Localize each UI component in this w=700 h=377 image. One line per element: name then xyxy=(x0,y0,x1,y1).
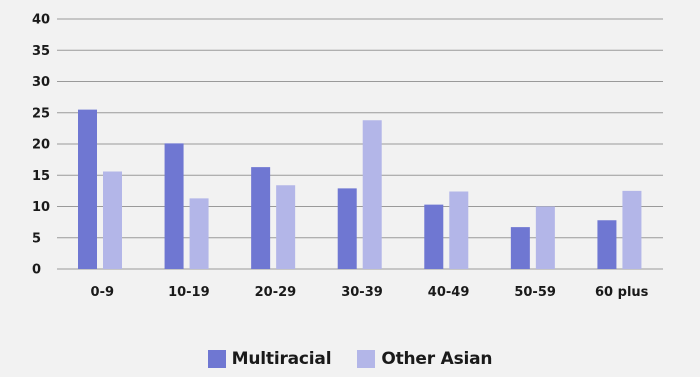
legend-label-other-asian: Other Asian xyxy=(381,349,493,369)
x-tick-label: 0-9 xyxy=(91,285,115,300)
x-tick-label: 10-19 xyxy=(168,285,210,300)
x-tick-label: 50-59 xyxy=(514,285,556,300)
legend-item-other-asian: Other Asian xyxy=(357,349,493,369)
y-axis-ticks: 0 5 10 15 20 25 30 35 40 xyxy=(32,13,50,278)
bar-other-asian-40-49 xyxy=(449,191,469,269)
y-tick-label: 25 xyxy=(32,106,50,121)
legend-swatch-other-asian xyxy=(357,350,376,368)
bar-multiracial-0-9 xyxy=(78,109,97,269)
legend-label-multiracial: Multiracial xyxy=(231,349,332,369)
legend: Multiracial Other Asian xyxy=(0,349,700,369)
y-tick-label: 40 xyxy=(32,13,50,28)
bar-multiracial-40-49 xyxy=(424,204,444,269)
bars xyxy=(78,109,642,269)
bar-other-asian-0-9 xyxy=(103,171,122,269)
legend-item-multiracial: Multiracial xyxy=(207,349,332,369)
gridlines xyxy=(57,18,663,270)
bar-other-asian-20-29 xyxy=(276,185,296,269)
y-tick-label: 30 xyxy=(32,75,50,90)
x-axis-ticks: 0-9 10-19 20-29 30-39 40-49 50-59 60 plus xyxy=(91,285,649,300)
bar-multiracial-10-19 xyxy=(164,143,184,269)
bar-multiracial-20-29 xyxy=(251,167,271,269)
bar-multiracial-50-59 xyxy=(510,227,530,269)
x-tick-label: 40-49 xyxy=(428,285,470,300)
bar-other-asian-30-39 xyxy=(362,120,382,269)
y-tick-label: 35 xyxy=(32,44,50,59)
bar-multiracial-30-39 xyxy=(337,188,357,269)
y-tick-label: 5 xyxy=(32,231,41,246)
x-tick-label: 60 plus xyxy=(595,285,649,300)
bar-other-asian-60-plus xyxy=(622,190,642,269)
y-tick-label: 20 xyxy=(32,138,50,153)
x-tick-label: 20-29 xyxy=(255,285,297,300)
y-tick-label: 10 xyxy=(32,200,50,215)
x-tick-label: 30-39 xyxy=(341,285,383,300)
legend-swatch-multiracial xyxy=(207,350,226,368)
y-tick-label: 0 xyxy=(32,263,41,278)
y-tick-label: 15 xyxy=(32,169,50,184)
bar-other-asian-10-19 xyxy=(189,198,209,269)
bar-other-asian-50-59 xyxy=(535,206,555,269)
bar-multiracial-60-plus xyxy=(597,220,617,269)
